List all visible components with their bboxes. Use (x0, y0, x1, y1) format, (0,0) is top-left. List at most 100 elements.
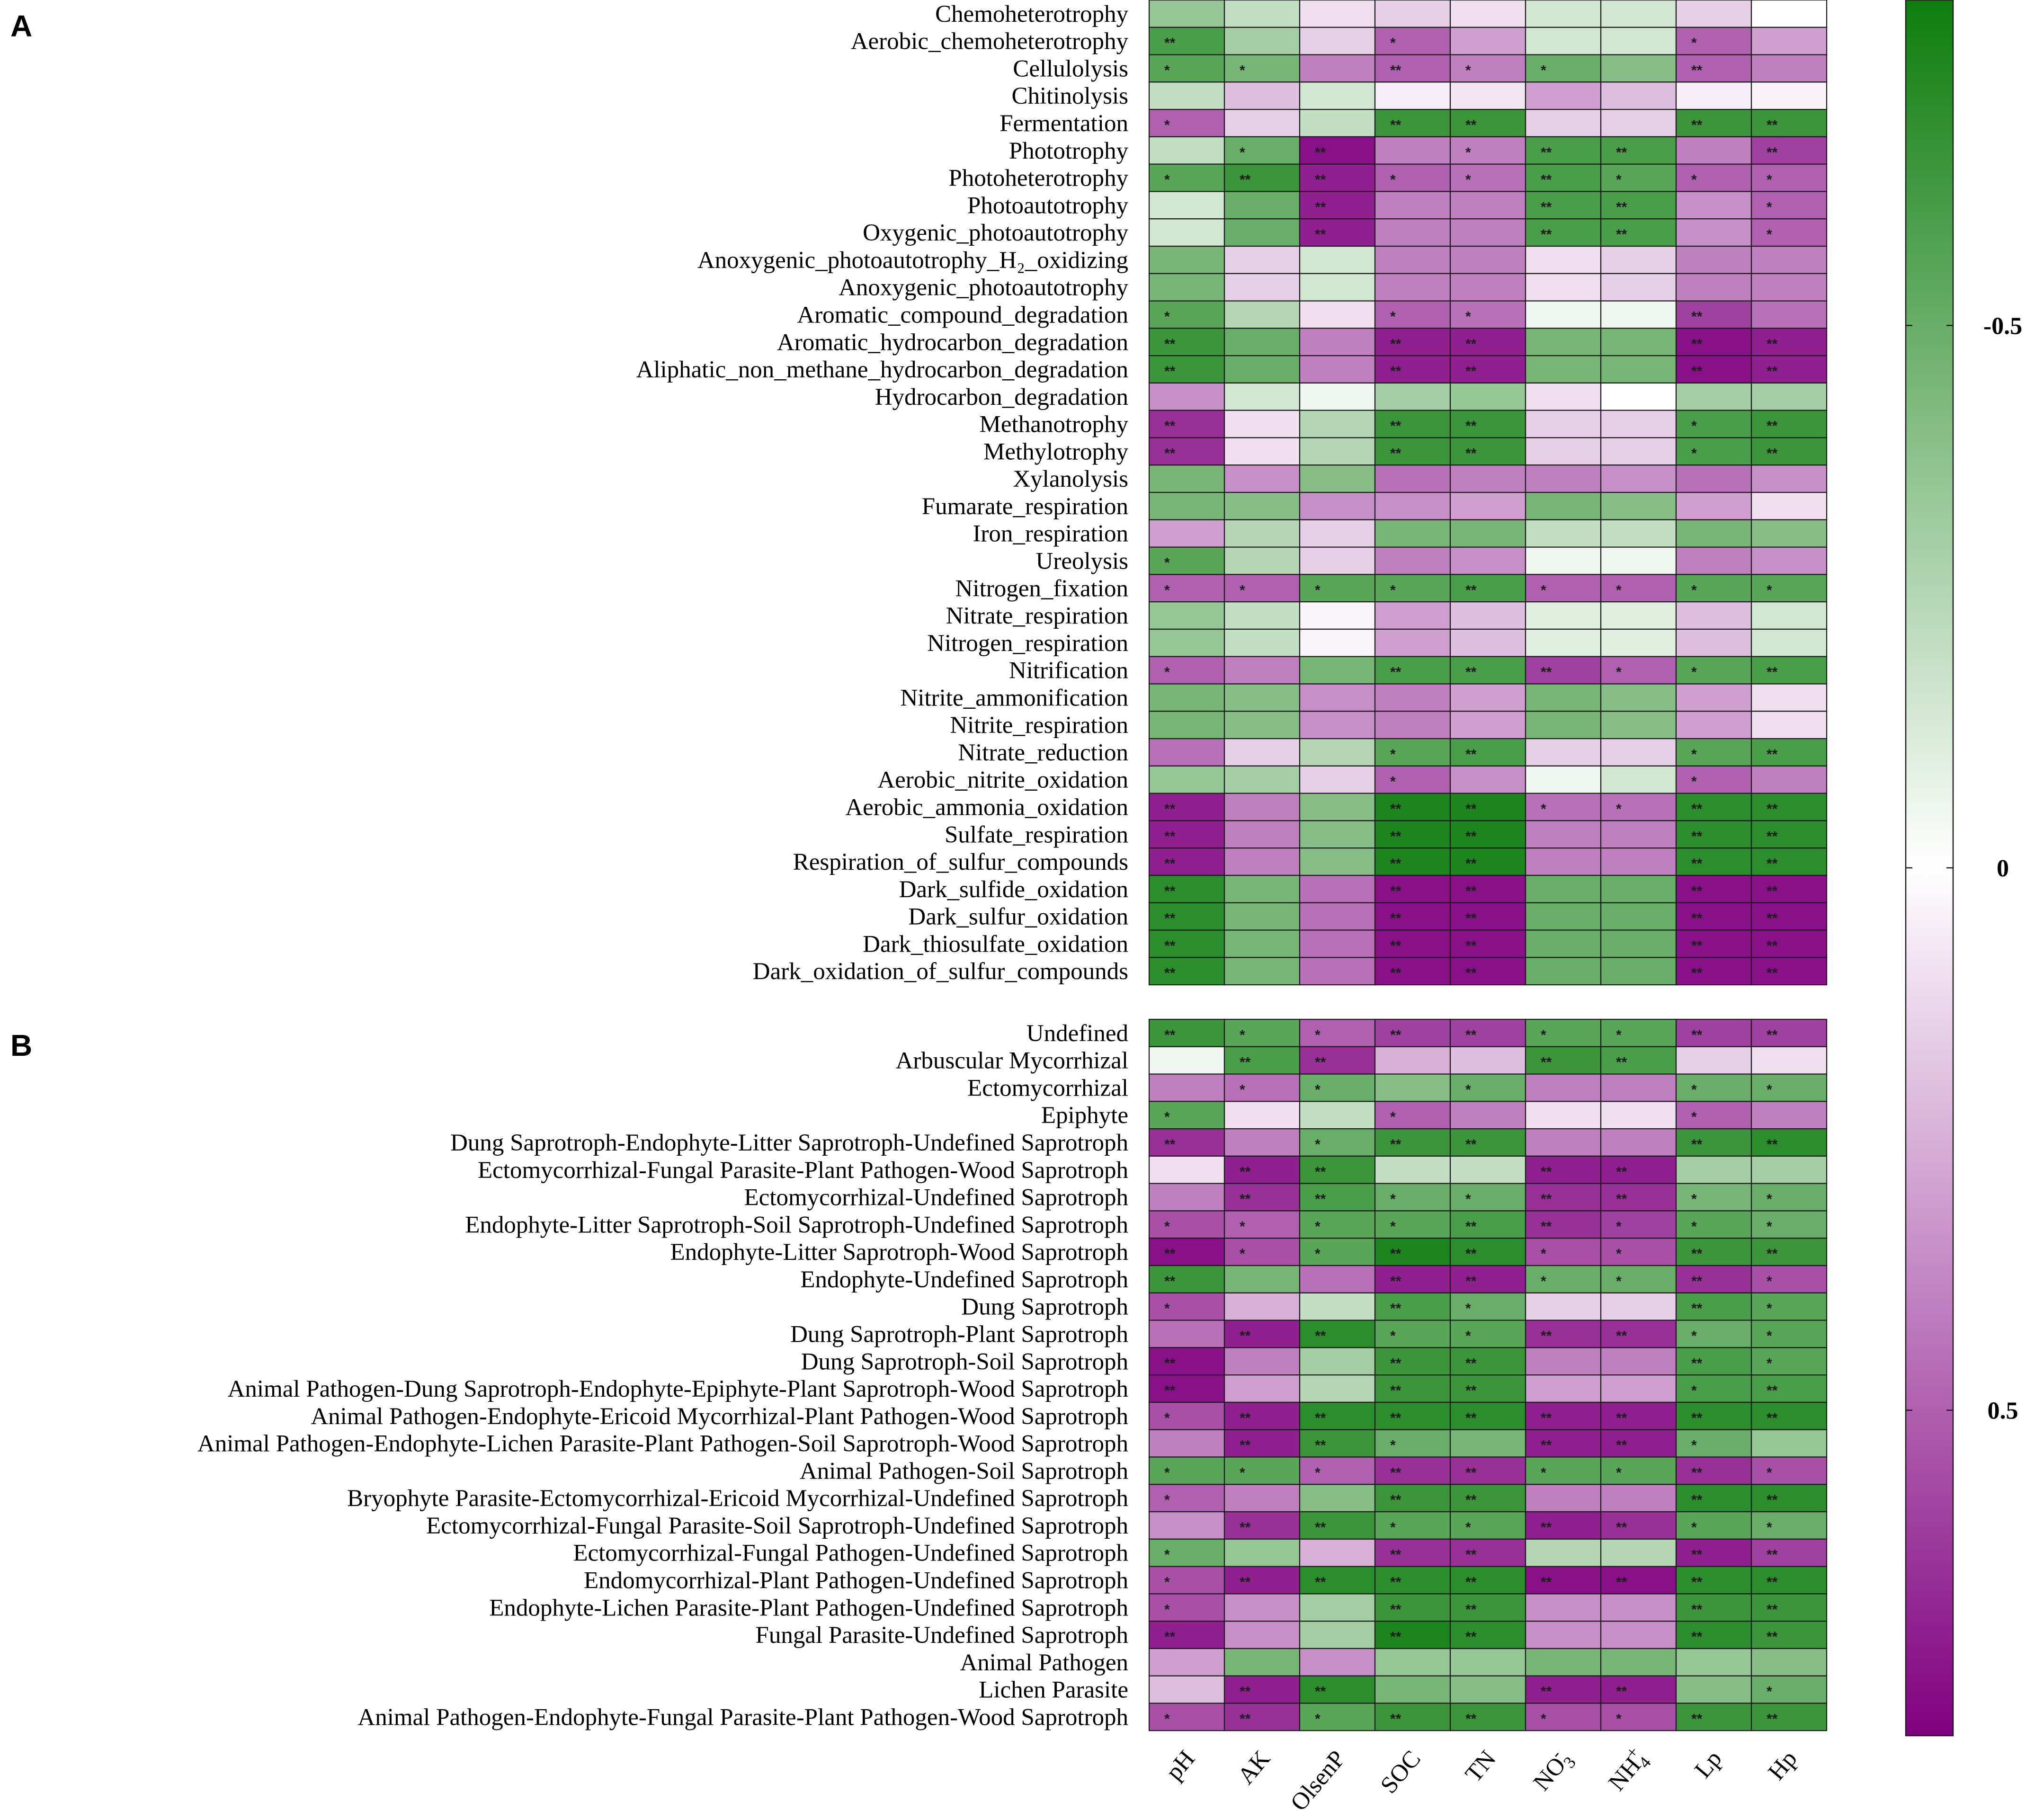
heatmap-cell (1525, 1347, 1602, 1376)
heatmap-cell (1600, 1292, 1677, 1321)
heatmap-cell (1600, 1320, 1677, 1348)
heatmap-cell (1750, 27, 1828, 55)
heatmap-cell (1525, 1374, 1602, 1403)
significance-mark: ** (1465, 582, 1477, 598)
heatmap-cell (1750, 54, 1828, 83)
significance-mark: ** (1390, 1492, 1401, 1508)
significance-mark: * (1390, 1438, 1396, 1453)
heatmap-cell (1675, 711, 1752, 740)
heatmap-cell (1299, 464, 1376, 493)
significance-mark: ** (1541, 1574, 1552, 1590)
significance-mark: * (1164, 172, 1170, 188)
significance-mark: ** (1164, 1355, 1176, 1371)
row-label: Ectomycorrhizal (967, 1075, 1128, 1101)
heatmap-cell (1374, 902, 1451, 931)
significance-mark: * (1767, 1219, 1772, 1234)
heatmap-cell (1750, 245, 1828, 274)
row-label: Bryophyte Parasite-Ectomycorrhizal-Erico… (347, 1485, 1128, 1512)
heatmap-cell (1223, 765, 1301, 794)
heatmap-cell (1148, 27, 1225, 55)
significance-mark: ** (1390, 1602, 1401, 1617)
heatmap-cell (1675, 874, 1752, 903)
significance-mark: ** (1164, 802, 1176, 817)
heatmap-cell (1148, 1374, 1225, 1403)
heatmap-cell (1148, 382, 1225, 411)
heatmap-cell (1750, 109, 1828, 137)
heatmap-cell (1299, 54, 1376, 83)
heatmap-cell (1675, 546, 1752, 575)
heatmap-cell (1525, 1648, 1602, 1676)
significance-mark: ** (1390, 1711, 1401, 1727)
heatmap-cell (1223, 1265, 1301, 1293)
significance-mark: * (1767, 172, 1772, 188)
heatmap-cell (1750, 1456, 1828, 1485)
significance-mark: ** (1164, 1246, 1176, 1262)
heatmap-cell (1374, 1374, 1451, 1403)
heatmap-cell (1374, 847, 1451, 876)
significance-mark: ** (1767, 665, 1778, 680)
significance-mark: ** (1616, 1164, 1627, 1180)
heatmap-cell (1675, 793, 1752, 821)
heatmap-cell (1675, 1183, 1752, 1212)
significance-mark: ** (1390, 1355, 1401, 1371)
panel-b: B Undefined ** * * ** ** * * ** **Arbuscular Mycor… (10, 1018, 1828, 1731)
heatmap-cell (1299, 491, 1376, 520)
heatmap-cell (1223, 1347, 1301, 1376)
significance-mark: ** (1767, 1246, 1778, 1262)
heatmap-cell (1223, 1484, 1301, 1513)
heatmap-cell (1374, 136, 1451, 165)
heatmap-cell (1374, 1621, 1451, 1650)
heatmap-cell (1750, 136, 1828, 165)
heatmap-cell (1449, 0, 1526, 28)
significance-mark: * (1390, 1219, 1396, 1234)
heatmap-cell (1525, 711, 1602, 740)
heatmap-cell (1600, 273, 1677, 302)
heatmap-cell (1750, 464, 1828, 493)
heatmap-cell (1600, 437, 1677, 466)
row-label: Anoxygenic_photoautotrophy_H₂_oxidizing (697, 247, 1128, 274)
heatmap-cell (1449, 1018, 1526, 1047)
heatmap-cell (1299, 820, 1376, 849)
heatmap-cell (1148, 902, 1225, 931)
heatmap-cell (1223, 738, 1301, 767)
significance-mark: * (1315, 1137, 1321, 1152)
heatmap-cell (1449, 1210, 1526, 1239)
significance-mark: * (1541, 1246, 1546, 1262)
significance-mark: * (1465, 1082, 1471, 1097)
heatmap-cell (1148, 328, 1225, 357)
heatmap-cell (1449, 1621, 1526, 1650)
heatmap-cell (1223, 1456, 1301, 1485)
heatmap-cell (1299, 1347, 1376, 1376)
heatmap-cell (1600, 1183, 1677, 1212)
heatmap-cell (1299, 1210, 1376, 1239)
significance-mark: * (1390, 309, 1396, 324)
heatmap-cell (1449, 1292, 1526, 1321)
significance-mark: * (1164, 117, 1170, 133)
heatmap-cell (1148, 1648, 1225, 1676)
significance-mark: ** (1767, 1492, 1778, 1508)
column-label: NO3- (1525, 1743, 1580, 1799)
significance-mark: ** (1691, 1274, 1703, 1289)
heatmap-cell (1449, 27, 1526, 55)
significance-mark: * (1164, 1109, 1170, 1125)
significance-mark: ** (1390, 1465, 1401, 1480)
significance-mark: * (1767, 1328, 1772, 1344)
heatmap-cell (1223, 1538, 1301, 1567)
heatmap-cell (1148, 300, 1225, 329)
heatmap-cell (1223, 1320, 1301, 1348)
heatmap-cell (1374, 27, 1451, 55)
heatmap-cell (1525, 765, 1602, 794)
significance-mark: ** (1691, 911, 1703, 927)
heatmap-cell (1374, 656, 1451, 685)
heatmap-cell (1374, 163, 1451, 192)
significance-mark: ** (1390, 883, 1401, 899)
heatmap-cell (1449, 1265, 1526, 1293)
heatmap-cell (1299, 1621, 1376, 1650)
heatmap-cell (1223, 1292, 1301, 1321)
heatmap-cell (1374, 382, 1451, 411)
heatmap-cell (1750, 1128, 1828, 1157)
panel-letter-b: B (10, 1028, 32, 1062)
significance-mark: ** (1767, 336, 1778, 352)
heatmap-cell (1223, 1374, 1301, 1403)
significance-mark: ** (1616, 227, 1627, 242)
